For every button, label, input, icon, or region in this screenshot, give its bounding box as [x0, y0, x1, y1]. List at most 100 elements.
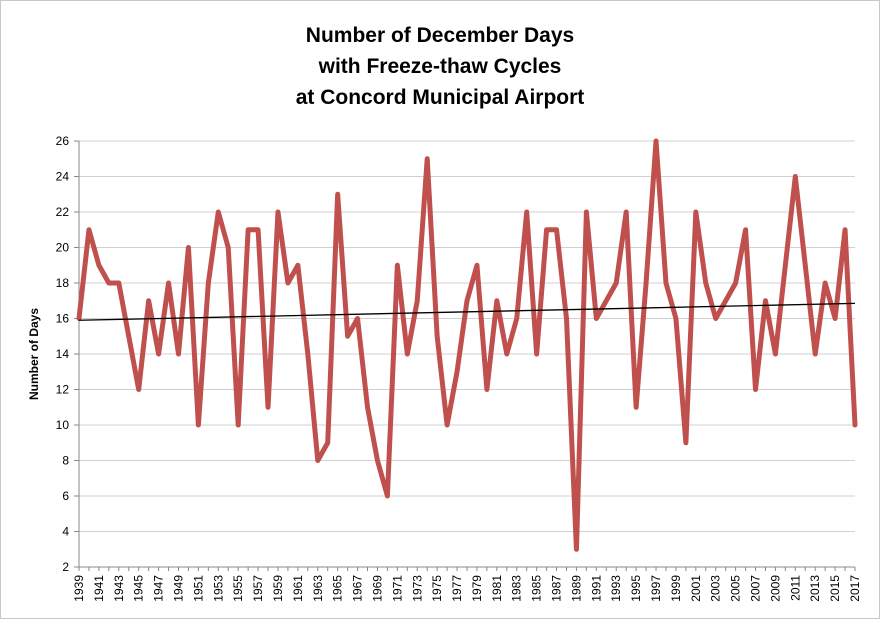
data-point — [196, 423, 200, 427]
data-point — [754, 388, 758, 391]
data-point — [465, 299, 469, 303]
x-tick-label: 1973 — [410, 575, 424, 602]
x-tick-label: 1941 — [92, 575, 106, 602]
y-axis-title: Number of Days — [27, 308, 41, 400]
data-point — [485, 388, 489, 391]
x-tick-label: 1961 — [291, 575, 305, 602]
data-point — [107, 281, 111, 285]
data-point — [574, 547, 578, 551]
y-tick-label: 6 — [62, 489, 69, 503]
data-point — [535, 352, 539, 356]
x-tick-label: 1963 — [311, 575, 325, 602]
data-point — [654, 139, 658, 143]
data-point — [734, 281, 738, 285]
data-point — [714, 317, 718, 320]
data-point — [634, 405, 638, 409]
data-point — [704, 281, 708, 285]
x-tick-label: 1987 — [550, 575, 564, 602]
x-tick-label: 1945 — [132, 575, 146, 602]
y-tick-label: 16 — [56, 312, 70, 326]
chart-title-line-2: with Freeze-thaw Cycles — [318, 55, 562, 78]
x-tick-label: 1939 — [72, 575, 86, 602]
data-point — [366, 405, 370, 409]
data-point — [793, 175, 797, 178]
data-point — [216, 210, 220, 214]
data-point — [843, 228, 847, 232]
data-point — [724, 299, 728, 303]
data-point — [545, 228, 549, 232]
y-tick-label: 18 — [56, 276, 70, 290]
x-tick-label: 2009 — [768, 575, 782, 602]
data-point — [336, 192, 340, 196]
data-point — [813, 352, 817, 356]
x-tick-label: 1959 — [271, 575, 285, 602]
data-point — [375, 459, 379, 462]
chart-title: Number of December Days with Freeze-thaw… — [0, 20, 880, 113]
y-tick-label: 20 — [56, 241, 70, 255]
data-point — [525, 210, 529, 214]
data-point — [306, 352, 310, 356]
data-point — [604, 299, 608, 303]
x-tick-label: 1995 — [629, 575, 643, 602]
data-point — [555, 228, 559, 232]
data-point — [425, 157, 429, 161]
x-tick-label: 1953 — [211, 575, 225, 602]
y-tick-label: 2 — [62, 560, 69, 574]
x-tick-label: 2003 — [709, 575, 723, 602]
x-tick-label: 2001 — [689, 575, 703, 602]
x-tick-label: 2005 — [729, 575, 743, 602]
x-tick-label: 2017 — [848, 575, 862, 602]
data-point — [147, 299, 151, 303]
x-tick-label: 2011 — [788, 575, 802, 601]
x-tick-label: 1981 — [490, 575, 504, 602]
x-tick-label: 1971 — [390, 575, 404, 602]
x-tick-label: 1969 — [370, 575, 384, 602]
x-tick-label: 1949 — [171, 575, 185, 602]
data-point — [853, 423, 857, 427]
data-point — [664, 281, 668, 285]
x-tick-label: 1997 — [649, 575, 663, 602]
data-point — [246, 228, 250, 232]
x-tick-label: 2013 — [808, 575, 822, 602]
data-point — [395, 263, 399, 267]
data-point — [405, 352, 409, 356]
data-point — [117, 281, 121, 285]
x-tick-label: 1967 — [351, 575, 365, 602]
data-point — [127, 334, 131, 338]
data-point — [644, 281, 648, 285]
data-point — [256, 228, 260, 232]
data-point — [614, 281, 618, 285]
x-tick-label: 1999 — [669, 575, 683, 602]
data-series-line — [76, 138, 858, 552]
x-tick-label: 1977 — [450, 575, 464, 602]
data-point — [445, 423, 449, 427]
data-point — [744, 228, 748, 232]
data-point — [763, 299, 767, 303]
data-point — [206, 281, 210, 285]
y-tick-label: 14 — [56, 347, 70, 361]
data-point — [326, 441, 330, 445]
x-tick-label: 2015 — [828, 575, 842, 602]
data-point — [475, 263, 479, 267]
data-point — [87, 228, 91, 232]
trendline — [78, 302, 856, 321]
y-tick-label: 24 — [56, 170, 70, 184]
data-point — [823, 281, 827, 285]
data-point — [594, 317, 598, 320]
x-tick-label: 1979 — [470, 575, 484, 602]
data-point — [505, 352, 509, 356]
x-tick-label: 1957 — [251, 575, 265, 602]
data-point — [833, 317, 837, 320]
data-point — [266, 405, 270, 409]
data-point — [226, 246, 230, 249]
data-point — [137, 388, 141, 391]
data-point — [773, 352, 777, 356]
data-point — [385, 494, 389, 498]
data-point — [157, 352, 161, 356]
x-tick-label: 1951 — [191, 575, 205, 602]
data-point — [435, 334, 439, 338]
x-tick-label: 1947 — [152, 575, 166, 602]
chart-title-line-3: at Concord Municipal Airport — [295, 86, 585, 109]
data-point — [236, 423, 240, 427]
